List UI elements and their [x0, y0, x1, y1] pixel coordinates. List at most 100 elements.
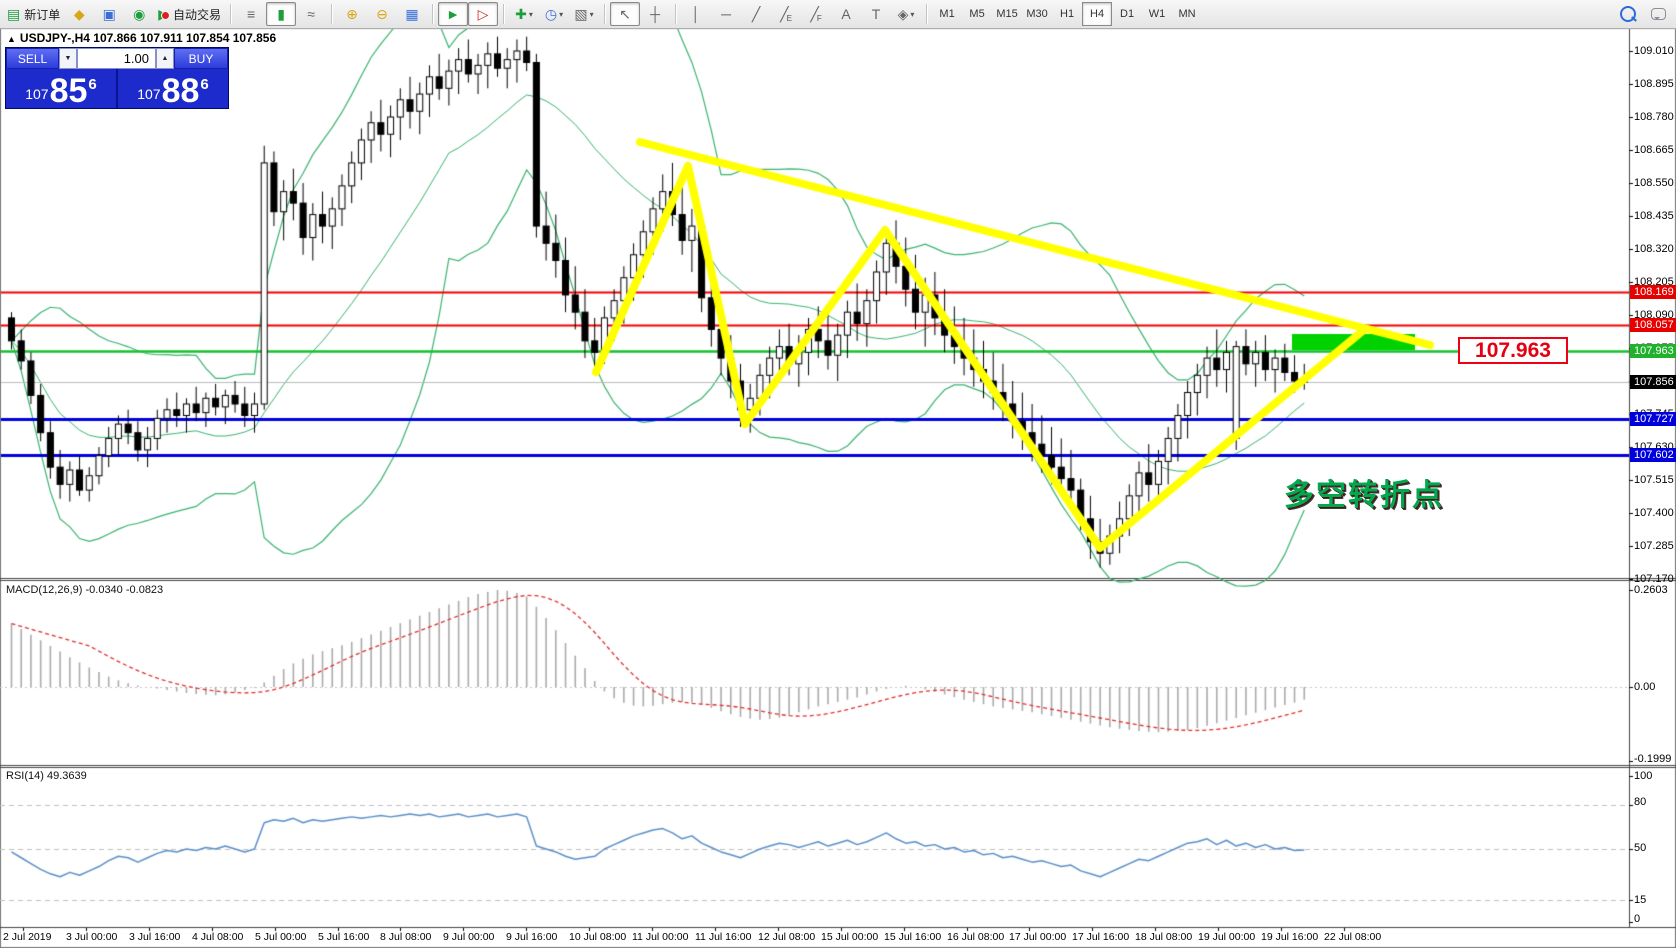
price-tick-label: 107.285	[1634, 540, 1674, 552]
timeframe-button-h1[interactable]: H1	[1060, 8, 1075, 20]
market-icon: ▣	[102, 6, 116, 22]
periods-button[interactable]: ◷ ▾	[539, 2, 569, 26]
rsi-axis-label: 0	[1634, 913, 1641, 925]
zoom-out-button[interactable]: ⊖	[367, 2, 397, 26]
macd-name: MACD(12,26,9)	[6, 584, 83, 596]
templates-button[interactable]: ▧ ▾	[569, 2, 599, 26]
chevron-down-icon: ▾	[589, 9, 594, 19]
timeframe-button-mn[interactable]: MN	[1178, 8, 1196, 20]
templates-icon: ▧	[574, 6, 588, 22]
channel-button[interactable]: ╱ E	[771, 2, 801, 26]
new-order-button[interactable]: ▤ 新订单	[3, 2, 64, 26]
toolbar-separator	[675, 4, 677, 24]
price-badge-107856: 107.856	[1630, 375, 1676, 389]
crosshair-button[interactable]: ┼	[640, 2, 670, 26]
time-tick-label: 2 Jul 2019	[3, 931, 52, 943]
signals-button[interactable]: ◉	[124, 2, 154, 26]
chat-icon	[1650, 8, 1666, 20]
line-chart-icon: ≈	[307, 6, 315, 22]
time-tick-label: 5 Jul 16:00	[318, 931, 370, 943]
one-click-trade-panel: SELL ▼ 1.00 ▲ BUY 107 85 6 107 88 6	[5, 47, 229, 109]
text-label-button[interactable]: T	[861, 2, 891, 26]
auto-trading-label: 自动交易	[173, 7, 222, 22]
shapes-icon: ◈	[897, 6, 909, 22]
timeframe-button-m1[interactable]: M1	[939, 8, 955, 20]
styler-icon: ◆	[73, 6, 85, 22]
volume-step-up-button[interactable]: ▲	[156, 48, 174, 69]
toolbar-separator	[503, 4, 505, 24]
time-tick-label: 4 Jul 08:00	[192, 931, 244, 943]
styler-button[interactable]: ◆	[64, 2, 94, 26]
tile-windows-button[interactable]: ▦	[397, 2, 427, 26]
bar-chart-button[interactable]: ≡	[236, 2, 266, 26]
auto-trading-icon: ▶	[158, 6, 170, 22]
zoom-in-button[interactable]: ⊕	[337, 2, 367, 26]
timeframe-button-m5[interactable]: M5	[969, 8, 985, 20]
text-tool-button[interactable]: A	[831, 2, 861, 26]
market-button[interactable]: ▣	[94, 2, 124, 26]
shapes-button[interactable]: ◈ ▾	[891, 2, 921, 26]
auto-scroll-button[interactable]: ►	[438, 2, 469, 26]
time-tick-label: 16 Jul 08:00	[947, 931, 1005, 943]
time-tick-label: 15 Jul 00:00	[821, 931, 879, 943]
sell-price[interactable]: 107 85 6	[6, 69, 118, 108]
price-badge-107727: 107.727	[1630, 412, 1676, 426]
crosshair-icon: ┼	[650, 6, 660, 22]
volume-step-down-button[interactable]: ▼	[59, 48, 77, 69]
time-tick-label: 11 Jul 00:00	[632, 931, 689, 943]
time-tick-label: 9 Jul 00:00	[443, 931, 495, 943]
macd-main-value: -0.0340	[85, 584, 123, 596]
macd-axis-label: -0.1999	[1634, 753, 1672, 765]
trendline-button[interactable]: ╱	[741, 2, 771, 26]
time-tick-label: 10 Jul 08:00	[569, 931, 627, 943]
horizontal-line-button[interactable]: ─	[711, 2, 741, 26]
sell-button[interactable]: SELL	[6, 48, 59, 69]
auto-trading-button[interactable]: ▶ 自动交易	[154, 2, 225, 26]
buy-price[interactable]: 107 88 6	[118, 69, 228, 108]
timeframe-group: M1 M5 M15 M30 H1 H4 D1 W1 MN	[929, 2, 1205, 26]
collapse-arrow-icon[interactable]: ▲	[7, 34, 16, 44]
line-chart-button[interactable]: ≈	[296, 2, 326, 26]
timeframe-button-h4[interactable]: H4	[1082, 2, 1113, 26]
time-tick-label: 15 Jul 16:00	[884, 931, 942, 943]
turning-point-annotation[interactable]: 多空转折点	[1284, 479, 1444, 512]
time-tick-label: 3 Jul 16:00	[129, 931, 181, 943]
chart-shift-button[interactable]: ▷	[468, 2, 499, 26]
buy-button[interactable]: BUY	[174, 48, 228, 69]
channel-sub-label: E	[786, 13, 792, 23]
macd-axis-label: 0.2603	[1634, 584, 1668, 596]
toolbar-separator	[926, 4, 928, 24]
fibonacci-button[interactable]: ╱ F	[801, 2, 831, 26]
rsi-axis-label: 50	[1634, 842, 1647, 854]
candlestick-chart-button[interactable]: ▮	[266, 2, 297, 26]
tile-windows-icon: ▦	[405, 6, 419, 22]
bar-chart-icon: ≡	[246, 6, 256, 22]
price-callout-107963[interactable]: 107.963	[1458, 337, 1568, 364]
symbol-title-text: USDJPY-,H4 107.866 107.911 107.854 107.8…	[19, 31, 277, 45]
sell-price-handle: 107	[25, 86, 49, 102]
search-button[interactable]	[1613, 2, 1643, 26]
indicators-button[interactable]: ✚ ▾	[509, 2, 539, 26]
price-badge-107602: 107.602	[1630, 448, 1676, 462]
symbol-title: ▲ USDJPY-,H4 107.866 107.911 107.854 107.…	[7, 31, 276, 45]
volume-input[interactable]: 1.00	[77, 48, 156, 69]
price-tick-label: 108.895	[1634, 78, 1674, 90]
buy-price-pip: 6	[200, 76, 209, 93]
chevron-down-icon: ▾	[910, 9, 915, 19]
toolbar-separator	[331, 4, 333, 24]
cursor-button[interactable]: ↖	[610, 2, 641, 26]
timeframe-button-m30[interactable]: M30	[1026, 8, 1048, 20]
chat-button[interactable]	[1643, 2, 1673, 26]
vertical-line-button[interactable]: │	[681, 2, 711, 26]
timeframe-button-w1[interactable]: W1	[1148, 8, 1166, 20]
timeframe-button-d1[interactable]: D1	[1120, 8, 1135, 20]
timeframe-button-m15[interactable]: M15	[996, 8, 1018, 20]
auto-scroll-icon: ►	[446, 6, 460, 22]
price-tick-label: 108.780	[1634, 111, 1674, 123]
time-tick-label: 18 Jul 08:00	[1135, 931, 1193, 943]
search-icon	[1620, 6, 1636, 22]
channel-icon: ╱	[780, 6, 789, 22]
periods-icon: ◷	[544, 6, 558, 22]
zoom-in-icon: ⊕	[346, 6, 358, 22]
